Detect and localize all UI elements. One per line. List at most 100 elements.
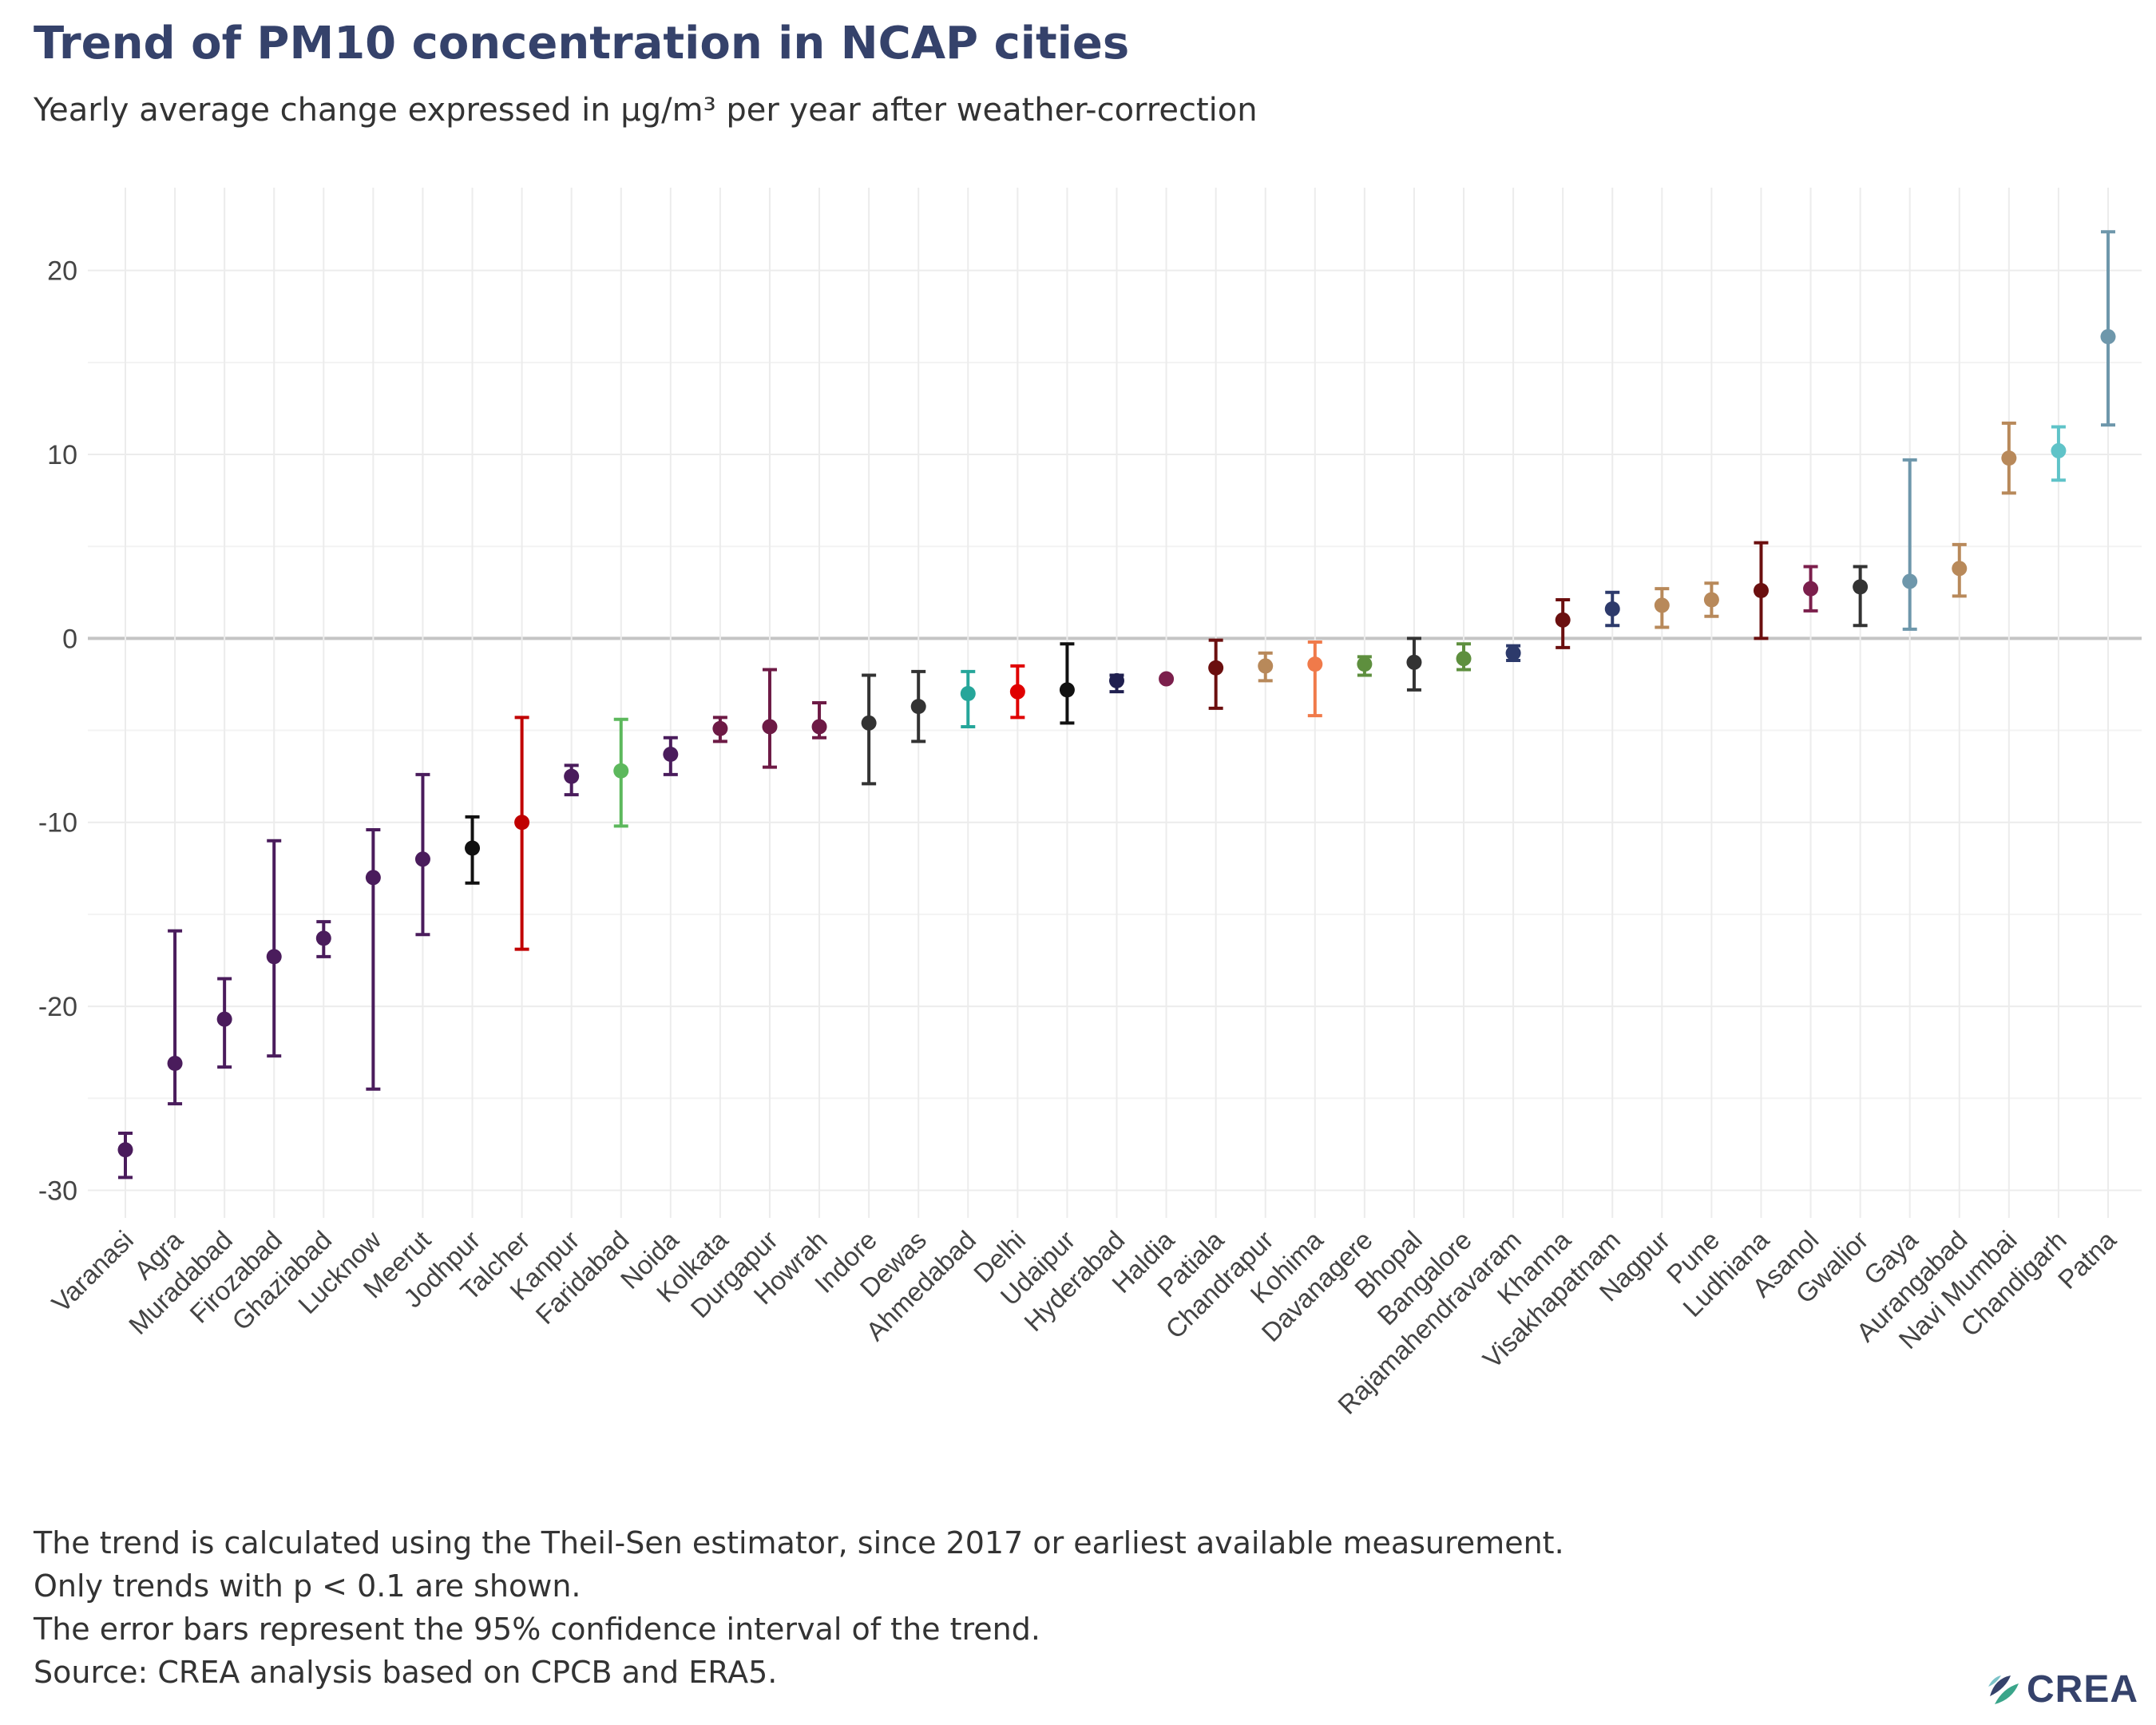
- data-point-group: [2001, 421, 2017, 495]
- data-point: [514, 815, 530, 831]
- caption-line: The error bars represent the 95% confide…: [34, 1612, 1040, 1647]
- data-point: [117, 1142, 133, 1158]
- data-point: [1009, 684, 1025, 700]
- data-point-group: [365, 827, 381, 1091]
- data-point-group: [1853, 565, 1869, 628]
- data-point-group: [712, 716, 728, 744]
- data-point-group: [216, 977, 232, 1069]
- y-tick-label: -20: [38, 992, 77, 1022]
- caption: The trend is calculated using the Theil-…: [34, 1521, 1564, 1694]
- data-point-group: [613, 717, 629, 828]
- data-point-group: [465, 815, 481, 885]
- data-point: [564, 768, 580, 784]
- data-point: [1159, 671, 1175, 687]
- data-point: [1208, 660, 1224, 676]
- data-point-group: [1902, 458, 1918, 631]
- data-point: [1952, 561, 1968, 577]
- data-point: [1555, 612, 1571, 628]
- y-axis: -30 -20 -10 0 10 20: [38, 256, 77, 1207]
- data-point-group: [2100, 230, 2116, 427]
- data-point: [1307, 656, 1323, 672]
- data-point-group: [266, 839, 282, 1058]
- data-point: [1703, 592, 1719, 608]
- data-point: [811, 719, 827, 735]
- data-point-group: [1654, 587, 1670, 629]
- data-point-group: [1456, 642, 1472, 672]
- data-point: [1753, 582, 1769, 598]
- data-point-group: [1703, 581, 1719, 618]
- data-point-group: [1505, 644, 1521, 663]
- crea-leaf-icon: [1988, 1675, 2019, 1704]
- data-point-group: [414, 772, 430, 937]
- data-point: [960, 685, 976, 701]
- data-point-group: [1258, 651, 1274, 683]
- data-point: [1059, 682, 1075, 698]
- data-point: [1604, 601, 1620, 617]
- data-marks: [117, 230, 2116, 1180]
- y-tick-label: 20: [47, 256, 77, 287]
- data-point-group: [1952, 542, 1968, 598]
- y-tick-label: 10: [47, 440, 77, 470]
- data-point: [465, 840, 481, 856]
- x-axis: VaranasiAgraMuradabadFirozabadGhaziabadL…: [46, 1224, 2122, 1420]
- grid-layer: [88, 188, 2142, 1218]
- data-point-group: [514, 716, 530, 951]
- data-point: [1406, 654, 1422, 670]
- data-point: [365, 870, 381, 886]
- data-point: [414, 851, 430, 867]
- data-point-group: [861, 673, 877, 786]
- data-point-group: [960, 669, 976, 728]
- data-point-group: [1208, 638, 1224, 710]
- data-point: [712, 720, 728, 736]
- data-point: [861, 715, 877, 731]
- crea-logo: CREA: [1987, 1668, 2138, 1711]
- data-point-group: [1059, 642, 1075, 725]
- data-point: [216, 1011, 232, 1027]
- data-point-group: [1159, 671, 1175, 687]
- data-point: [1258, 658, 1274, 674]
- data-point-group: [1803, 565, 1819, 613]
- data-point-group: [1109, 672, 1124, 694]
- data-point: [2001, 450, 2017, 466]
- data-point: [663, 747, 679, 762]
- data-point: [1654, 597, 1670, 613]
- data-point-group: [1357, 655, 1373, 677]
- chart-subtitle: Yearly average change expressed in µg/m³…: [34, 92, 1258, 129]
- data-point: [1853, 579, 1869, 595]
- data-point-group: [1009, 664, 1025, 720]
- data-point: [1803, 581, 1819, 597]
- data-point-group: [910, 669, 926, 744]
- data-point: [315, 930, 331, 946]
- data-point: [2051, 442, 2067, 458]
- data-point-group: [1555, 598, 1571, 649]
- data-point: [1109, 672, 1124, 688]
- data-point-group: [762, 668, 778, 769]
- data-point-group: [315, 920, 331, 958]
- data-point: [613, 763, 629, 779]
- data-point: [910, 699, 926, 715]
- caption-line: Only trends with p < 0.1 are shown.: [34, 1568, 581, 1604]
- y-tick-label: -30: [38, 1176, 77, 1206]
- data-point-group: [564, 763, 580, 797]
- data-point: [1902, 573, 1918, 589]
- data-point-group: [811, 701, 827, 740]
- data-point-group: [117, 1132, 133, 1180]
- data-point-group: [663, 736, 679, 776]
- data-point: [762, 719, 778, 735]
- data-point: [266, 949, 282, 965]
- caption-line: Source: CREA analysis based on CPCB and …: [34, 1655, 778, 1690]
- data-point: [1456, 651, 1472, 667]
- x-tick-label: Patna: [2052, 1224, 2122, 1295]
- data-point-group: [1307, 640, 1323, 718]
- chart-plot: -30 -20 -10 0 10 20 VaranasiAgraMuradabadFiro…: [38, 188, 2142, 1420]
- data-point-group: [1406, 636, 1422, 692]
- x-tick-label: Varanasi: [46, 1225, 139, 1319]
- data-point-group: [1753, 541, 1769, 640]
- crea-logo-text: CREA: [2027, 1668, 2139, 1711]
- data-point: [2100, 329, 2116, 345]
- data-point: [1505, 645, 1521, 661]
- data-point-group: [1604, 590, 1620, 628]
- caption-line: The trend is calculated using the Theil-…: [34, 1525, 1564, 1560]
- y-tick-label: 0: [62, 624, 77, 654]
- data-point: [167, 1056, 183, 1071]
